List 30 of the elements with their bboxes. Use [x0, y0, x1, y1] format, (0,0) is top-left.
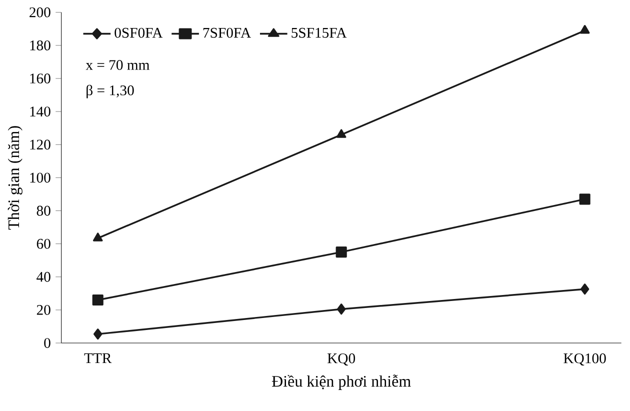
point: [336, 129, 346, 138]
point: [336, 246, 347, 258]
y-tick-label: 180: [30, 40, 50, 50]
point: [92, 232, 103, 242]
point: [580, 24, 590, 34]
y-tick-label: 0: [44, 338, 50, 348]
x-tick-label: KQ0: [328, 353, 356, 366]
y-tick-label: 80: [36, 206, 50, 216]
point: [93, 328, 102, 340]
y-tick-label: 20: [36, 304, 50, 315]
y-tick-label: 40: [36, 272, 50, 282]
point: [580, 284, 590, 295]
legend-label: 0SF0FA: [114, 28, 163, 38]
y-tick-label: 120: [30, 140, 50, 150]
y-tick-label: 60: [36, 238, 50, 249]
point: [92, 294, 104, 306]
y-tick-label: 140: [30, 106, 50, 116]
y-tick-label: 200: [30, 7, 50, 18]
y-axis-title: Thời gian (năm): [8, 126, 22, 230]
y-tick-label: 100: [30, 172, 50, 183]
x-axis-title: Điều kiện phơi nhiễm: [272, 374, 411, 390]
x-tick-label: TTR: [84, 353, 112, 364]
point: [579, 194, 590, 205]
x-tick-label: KQ100: [564, 353, 606, 366]
annotation: β = 1,30: [86, 84, 134, 98]
legend-label: 5SF15FA: [292, 28, 347, 38]
legend-label: 7SF0FA: [203, 28, 251, 38]
point: [336, 304, 346, 315]
annotation: x = 70 mm: [86, 60, 150, 70]
y-tick-label: 160: [30, 74, 50, 84]
